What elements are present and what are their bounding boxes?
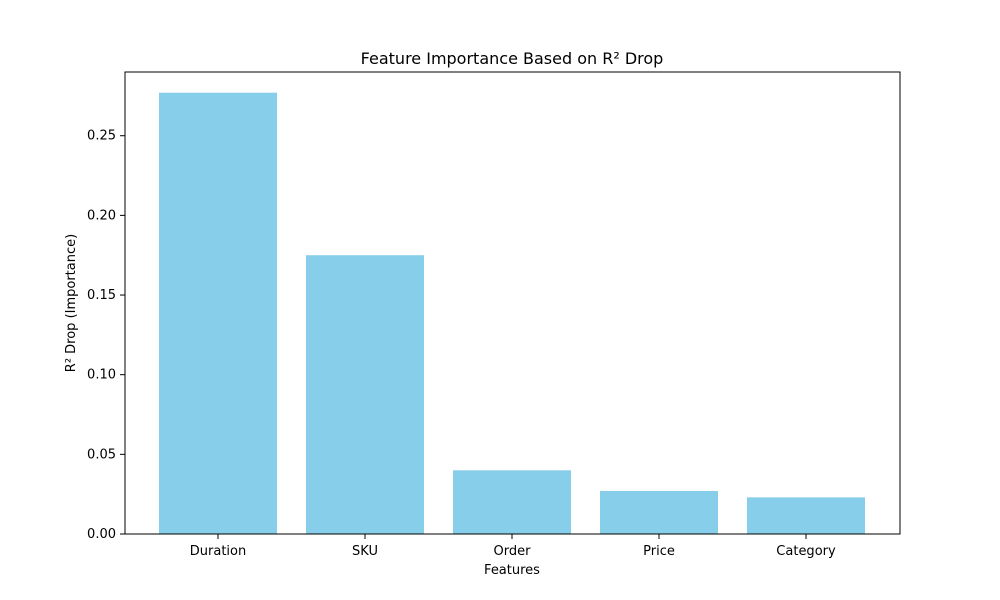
bar-sku	[306, 255, 424, 534]
bars-group	[159, 92, 865, 535]
y-tick-label: 0.20	[87, 208, 116, 223]
bar-order	[453, 470, 571, 534]
x-tick-label: Order	[494, 544, 532, 559]
chart-title: Feature Importance Based on R² Drop	[361, 49, 664, 68]
y-axis-label: R² Drop (Importance)	[64, 234, 79, 372]
x-tick-label: Category	[776, 544, 836, 559]
bar-duration	[159, 92, 277, 535]
plot-frame	[124, 71, 901, 535]
bar-price	[600, 490, 718, 534]
y-tick-label: 0.05	[87, 447, 116, 462]
y-tick-label: 0.15	[87, 288, 116, 303]
y-tick-label: 0.10	[87, 368, 116, 383]
x-axis-label: Features	[484, 563, 540, 578]
y-tick-label: 0.25	[87, 129, 116, 144]
y-tick-label: 0.00	[87, 527, 116, 542]
x-tick-label: Price	[643, 544, 675, 559]
y-ticks-group: 0.00 0.05 0.10 0.15 0.20 0.25	[87, 129, 125, 542]
bar-category	[747, 497, 865, 534]
x-tick-label: SKU	[352, 544, 378, 559]
x-tick-label: Duration	[190, 544, 246, 559]
x-ticks-group: Duration SKU Order Price Category	[190, 534, 836, 559]
